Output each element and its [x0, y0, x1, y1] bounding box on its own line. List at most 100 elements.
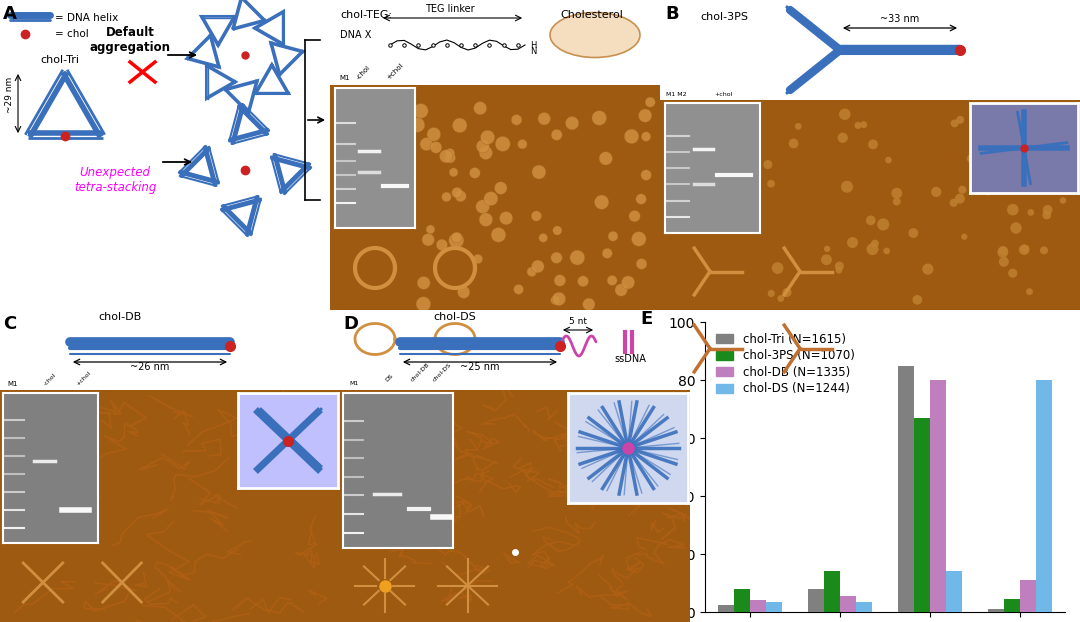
Point [1015, 245, 1032, 255]
Point [569, 253, 586, 262]
Point [419, 234, 436, 244]
Point [467, 168, 484, 178]
Point [483, 193, 500, 203]
Bar [766, 602, 782, 612]
Point [996, 257, 1013, 267]
Point [623, 131, 640, 141]
Point [836, 109, 853, 119]
Point [605, 231, 622, 241]
Point [843, 238, 861, 248]
Point [996, 109, 1013, 119]
Point [878, 246, 895, 256]
Ellipse shape [550, 12, 640, 57]
Bar [1036, 380, 1052, 612]
Text: -chol: -chol [43, 372, 57, 386]
Point [415, 299, 432, 309]
Point [490, 230, 508, 240]
Point [445, 167, 462, 177]
Point [428, 142, 445, 152]
Point [831, 265, 848, 275]
Point [535, 233, 552, 243]
Point [536, 114, 553, 124]
Point [437, 192, 455, 202]
Text: B: B [665, 5, 678, 23]
Point [995, 246, 1012, 256]
Point [448, 236, 465, 246]
Point [880, 155, 897, 165]
Point [591, 113, 608, 123]
Point [564, 118, 581, 128]
Text: +chol: +chol [715, 93, 733, 98]
Point [908, 295, 926, 305]
Point [831, 261, 848, 271]
Point [838, 182, 855, 192]
Point [849, 121, 866, 131]
Point [494, 139, 511, 149]
Text: N: N [530, 47, 537, 57]
Point [951, 193, 969, 203]
Point [759, 160, 777, 170]
Point [528, 211, 545, 221]
Text: D: D [343, 315, 357, 333]
Point [951, 115, 969, 125]
Point [855, 119, 873, 129]
Text: ~25 nm: ~25 nm [460, 362, 500, 372]
Point [598, 248, 616, 258]
Point [413, 106, 430, 116]
Point [1036, 245, 1053, 255]
Point [548, 130, 565, 140]
Text: chol-DS: chol-DS [434, 312, 476, 322]
Point [477, 215, 495, 225]
Point [593, 197, 610, 207]
Point [523, 267, 540, 277]
Point [510, 284, 527, 294]
Text: ~33 nm: ~33 nm [880, 14, 920, 24]
Point [1031, 160, 1049, 170]
Point [1004, 268, 1022, 278]
Text: H: H [530, 40, 537, 50]
Point [633, 194, 650, 204]
Text: ssDNA: ssDNA [615, 354, 646, 364]
Point [1008, 223, 1025, 233]
Point [789, 121, 807, 131]
Point [834, 132, 851, 142]
Point [514, 139, 531, 149]
Point [549, 226, 566, 236]
Bar [946, 572, 962, 612]
Text: chol-DB: chol-DB [98, 312, 141, 322]
Point [762, 179, 780, 188]
Text: ~29 nm: ~29 nm [5, 77, 14, 113]
Point [472, 103, 489, 113]
Point [437, 151, 455, 161]
Point [769, 263, 786, 273]
Bar [856, 602, 873, 612]
Point [1038, 210, 1055, 220]
Text: DS: DS [384, 373, 394, 383]
Point [451, 121, 469, 131]
Point [819, 244, 836, 254]
Point [862, 215, 879, 225]
Point [508, 115, 525, 125]
Point [772, 294, 789, 304]
Point [785, 139, 802, 149]
Point [550, 294, 567, 304]
Point [991, 181, 1009, 191]
Point [492, 183, 510, 193]
Bar [1020, 580, 1036, 612]
Text: chol-TEG:: chol-TEG: [340, 10, 392, 20]
Point [478, 132, 496, 142]
Point [945, 198, 962, 208]
Text: Cholesterol: Cholesterol [561, 10, 623, 20]
Point [888, 188, 905, 198]
Text: A: A [3, 5, 17, 23]
Point [604, 276, 621, 285]
Bar [824, 572, 840, 612]
Point [418, 139, 435, 149]
Point [928, 187, 945, 197]
Point [993, 159, 1010, 169]
Point [422, 225, 440, 234]
Text: M1: M1 [339, 75, 350, 81]
Text: chol-3PS: chol-3PS [700, 12, 748, 22]
Point [474, 141, 491, 151]
Point [448, 233, 465, 243]
